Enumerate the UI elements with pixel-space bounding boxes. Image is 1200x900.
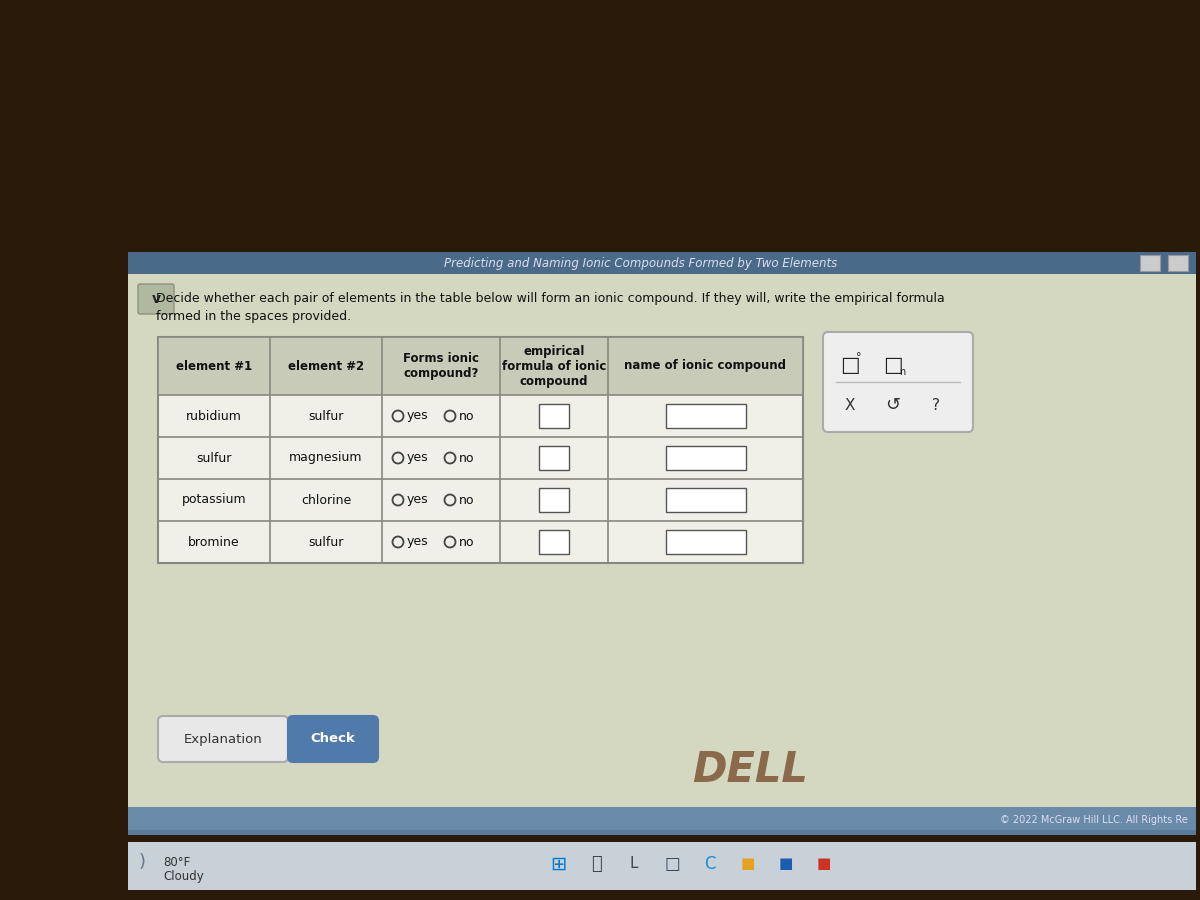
Text: element #1: element #1 bbox=[176, 359, 252, 373]
Text: Cloudy: Cloudy bbox=[163, 870, 204, 883]
Text: □: □ bbox=[883, 355, 902, 375]
Text: ↺: ↺ bbox=[886, 396, 900, 414]
Text: Predicting and Naming Ionic Compounds Formed by Two Elements: Predicting and Naming Ionic Compounds Fo… bbox=[444, 256, 838, 269]
Text: no: no bbox=[458, 452, 474, 464]
FancyBboxPatch shape bbox=[158, 337, 803, 563]
Text: L: L bbox=[630, 857, 638, 871]
FancyBboxPatch shape bbox=[823, 332, 973, 432]
Text: Check: Check bbox=[311, 733, 355, 745]
Text: magnesium: magnesium bbox=[289, 452, 362, 464]
FancyBboxPatch shape bbox=[128, 842, 1196, 890]
FancyBboxPatch shape bbox=[138, 284, 174, 314]
FancyBboxPatch shape bbox=[158, 716, 288, 762]
Text: v: v bbox=[151, 292, 161, 306]
Text: potassium: potassium bbox=[181, 493, 246, 507]
Text: element #2: element #2 bbox=[288, 359, 364, 373]
FancyBboxPatch shape bbox=[666, 404, 745, 428]
Text: no: no bbox=[458, 493, 474, 507]
Text: DELL: DELL bbox=[692, 749, 808, 791]
FancyBboxPatch shape bbox=[288, 716, 378, 762]
Text: □: □ bbox=[840, 355, 860, 375]
FancyBboxPatch shape bbox=[666, 488, 745, 512]
Text: sulfur: sulfur bbox=[197, 452, 232, 464]
FancyBboxPatch shape bbox=[158, 337, 803, 395]
Text: ■: ■ bbox=[740, 857, 755, 871]
Text: X: X bbox=[845, 398, 856, 412]
Text: ⌕: ⌕ bbox=[590, 855, 601, 873]
Text: Forms ionic
compound?: Forms ionic compound? bbox=[403, 352, 479, 380]
FancyBboxPatch shape bbox=[128, 830, 1196, 835]
FancyBboxPatch shape bbox=[1140, 255, 1160, 271]
Text: C: C bbox=[704, 855, 715, 873]
Text: ?: ? bbox=[932, 398, 940, 412]
FancyBboxPatch shape bbox=[539, 446, 569, 470]
Text: empirical
formula of ionic
compound: empirical formula of ionic compound bbox=[502, 345, 606, 388]
Text: yes: yes bbox=[407, 493, 428, 507]
Text: © 2022 McGraw Hill LLC. All Rights Re: © 2022 McGraw Hill LLC. All Rights Re bbox=[1000, 815, 1188, 825]
Text: rubidium: rubidium bbox=[186, 410, 242, 422]
Text: chlorine: chlorine bbox=[301, 493, 352, 507]
Text: Explanation: Explanation bbox=[184, 733, 263, 745]
Text: yes: yes bbox=[407, 536, 428, 548]
Text: yes: yes bbox=[407, 452, 428, 464]
FancyBboxPatch shape bbox=[666, 446, 745, 470]
FancyBboxPatch shape bbox=[128, 807, 1196, 835]
Text: formed in the spaces provided.: formed in the spaces provided. bbox=[156, 310, 352, 323]
Text: sulfur: sulfur bbox=[308, 410, 343, 422]
Text: ⊞: ⊞ bbox=[550, 854, 566, 874]
Text: name of ionic compound: name of ionic compound bbox=[624, 359, 786, 373]
FancyBboxPatch shape bbox=[539, 530, 569, 554]
Text: no: no bbox=[458, 410, 474, 422]
Text: no: no bbox=[458, 536, 474, 548]
Text: ): ) bbox=[138, 853, 145, 871]
Text: 80°F: 80°F bbox=[163, 856, 191, 869]
Text: bromine: bromine bbox=[188, 536, 240, 548]
FancyBboxPatch shape bbox=[128, 252, 1196, 274]
Text: n: n bbox=[899, 367, 905, 377]
Text: sulfur: sulfur bbox=[308, 536, 343, 548]
FancyBboxPatch shape bbox=[539, 488, 569, 512]
Text: ■: ■ bbox=[817, 857, 832, 871]
Text: °: ° bbox=[857, 352, 862, 362]
FancyBboxPatch shape bbox=[666, 530, 745, 554]
Text: □: □ bbox=[664, 855, 680, 873]
Text: yes: yes bbox=[407, 410, 428, 422]
FancyBboxPatch shape bbox=[128, 252, 1196, 812]
Text: ■: ■ bbox=[779, 857, 793, 871]
Text: Decide whether each pair of elements in the table below will form an ionic compo: Decide whether each pair of elements in … bbox=[156, 292, 944, 305]
FancyBboxPatch shape bbox=[539, 404, 569, 428]
FancyBboxPatch shape bbox=[1168, 255, 1188, 271]
